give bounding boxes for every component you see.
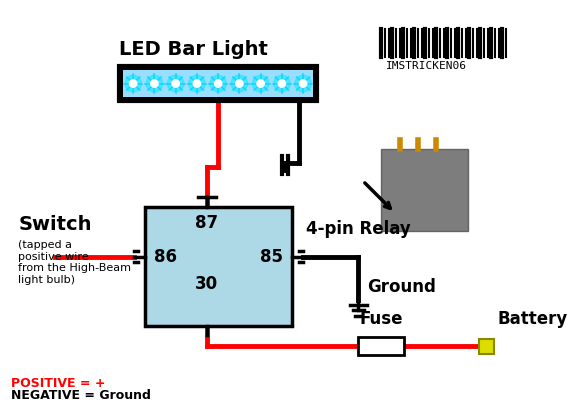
Circle shape	[274, 75, 290, 92]
Circle shape	[146, 75, 163, 92]
Circle shape	[252, 75, 269, 92]
Bar	[145, 207, 292, 326]
Bar	[123, 70, 313, 97]
Circle shape	[215, 80, 222, 87]
Text: 87: 87	[195, 214, 219, 232]
Circle shape	[151, 80, 158, 87]
Text: Ground: Ground	[367, 278, 436, 296]
Text: Fuse: Fuse	[360, 310, 403, 328]
Circle shape	[210, 75, 227, 92]
Circle shape	[231, 75, 248, 92]
Text: Battery: Battery	[498, 310, 568, 328]
Circle shape	[172, 80, 179, 87]
Circle shape	[299, 80, 307, 87]
Text: 85: 85	[260, 248, 283, 266]
Bar	[119, 66, 317, 101]
Circle shape	[125, 75, 142, 92]
Text: (tapped a
positive wire
from the High-Beam
light bulb): (tapped a positive wire from the High-Be…	[18, 240, 131, 285]
Bar	[480, 339, 494, 354]
Text: NEGATIVE = Ground: NEGATIVE = Ground	[11, 388, 151, 401]
Circle shape	[167, 75, 184, 92]
Circle shape	[257, 80, 264, 87]
Circle shape	[188, 75, 205, 92]
Text: LED Bar Light: LED Bar Light	[119, 40, 268, 59]
Bar	[381, 149, 468, 231]
Circle shape	[130, 80, 137, 87]
Circle shape	[295, 75, 311, 92]
Bar	[358, 337, 404, 355]
Circle shape	[236, 80, 243, 87]
Text: Switch: Switch	[18, 215, 92, 235]
Text: POSITIVE = +: POSITIVE = +	[11, 377, 106, 390]
Circle shape	[193, 80, 200, 87]
Circle shape	[278, 80, 286, 87]
Text: 86: 86	[154, 248, 177, 266]
Text: 4-pin Relay: 4-pin Relay	[306, 220, 411, 238]
Text: IMSTRICKEN06: IMSTRICKEN06	[386, 62, 467, 72]
Text: 30: 30	[195, 275, 219, 293]
